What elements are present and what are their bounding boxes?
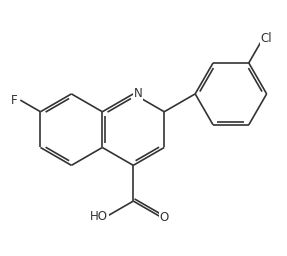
Text: N: N	[133, 87, 142, 100]
Text: Cl: Cl	[261, 32, 272, 45]
Text: HO: HO	[90, 210, 108, 223]
Text: F: F	[11, 94, 17, 107]
Text: O: O	[159, 211, 168, 224]
